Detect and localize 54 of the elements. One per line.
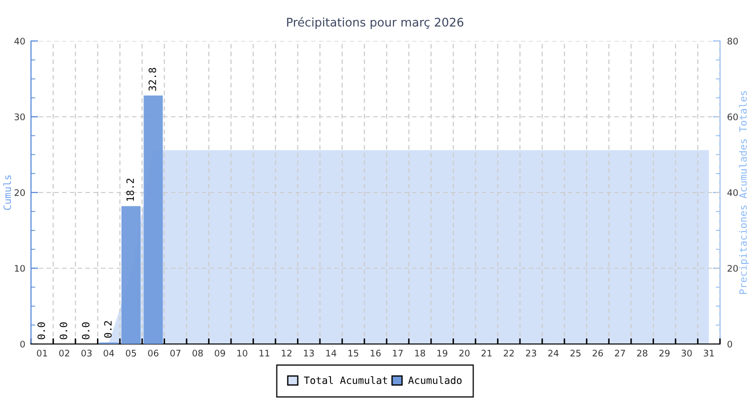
bar: [121, 206, 141, 344]
data-label: 0.2: [104, 321, 112, 338]
y-tick-label: 20: [14, 189, 25, 196]
x-tick-label: 03: [81, 350, 92, 357]
y2-axis-title: Precipitaciones Acumulades Totales: [739, 91, 749, 294]
x-tick-label: 04: [104, 350, 114, 357]
x-tick-label: 01: [36, 350, 48, 357]
y2-tick-label: 20: [728, 264, 738, 272]
data-label: 0.0: [37, 322, 46, 340]
x-tick-label: 24: [548, 350, 559, 356]
y2-tick-label: 0: [728, 340, 732, 348]
x-tick-label: 26: [592, 350, 603, 357]
data-label: 0.0: [82, 322, 90, 340]
x-tick-label: 12: [282, 350, 292, 356]
bar: [144, 96, 163, 344]
x-tick-label: 18: [415, 350, 426, 357]
x-tick-label: 02: [59, 350, 70, 357]
y-tick-label: 40: [14, 38, 25, 45]
legend-label: Acumulado: [408, 376, 462, 384]
x-tick-label: 06: [148, 350, 158, 357]
y-tick-label: 0: [20, 340, 25, 348]
data-label: 0.0: [60, 322, 68, 340]
y-axis-title: Cumuls: [3, 175, 12, 210]
x-tick-label: 31: [704, 350, 714, 357]
y-tick-label: 10: [14, 264, 25, 272]
data-label: 32.8: [148, 68, 156, 91]
x-tick-label: 25: [570, 350, 580, 357]
x-tick-label: 22: [504, 350, 514, 356]
x-tick-label: 28: [637, 350, 648, 357]
legend-label: Total Acumulat: [304, 376, 388, 384]
x-tick-label: 07: [170, 350, 180, 357]
x-tick-label: 21: [482, 350, 492, 356]
y2-tick-label: 80: [728, 38, 738, 45]
x-tick-label: 19: [437, 350, 448, 357]
x-tick-label: 30: [682, 350, 692, 357]
x-tick-label: 16: [370, 350, 381, 357]
x-tick-label: 14: [326, 350, 336, 356]
x-tick-label: 27: [614, 350, 625, 356]
y2-tick-label: 40: [727, 189, 738, 196]
chart-title: Précipitations pour març 2026: [287, 17, 464, 29]
x-tick-label: 08: [192, 350, 203, 357]
y2-tick-label: 60: [728, 113, 738, 120]
x-tick-label: 05: [126, 350, 136, 357]
data-label: 18.2: [126, 178, 134, 201]
x-tick-label: 09: [214, 350, 226, 357]
x-tick-label: 29: [659, 350, 670, 357]
x-tick-label: 17: [392, 350, 403, 356]
x-tick-label: 11: [260, 350, 270, 356]
x-tick-label: 20: [459, 350, 470, 357]
y-tick-label: 30: [14, 113, 25, 120]
x-tick-label: 23: [526, 350, 536, 357]
x-tick-label: 10: [237, 350, 248, 357]
x-tick-label: 15: [348, 350, 358, 357]
x-tick-label: 13: [304, 350, 314, 357]
